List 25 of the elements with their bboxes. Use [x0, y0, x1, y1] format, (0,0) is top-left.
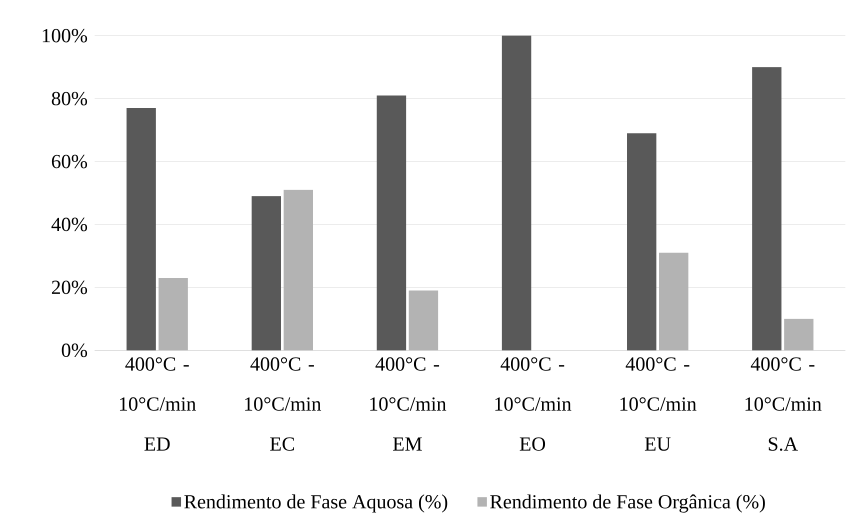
bar: [659, 252, 688, 350]
y-tick-label: 60%: [52, 154, 88, 168]
y-tick-label: 80%: [52, 92, 88, 106]
category-label: 400°C - 10°C/min EO: [495, 357, 572, 451]
bar: [502, 36, 532, 350]
legend-label: Rendimento de Fase Aquosa (%): [184, 494, 448, 513]
category-label: 400°C - 10°C/min EM: [370, 357, 446, 451]
y-tick-label: 40%: [51, 218, 88, 232]
bar: [158, 278, 188, 350]
bar: [284, 190, 314, 350]
y-tick-label: 0%: [62, 344, 88, 358]
y-tick-label: 20%: [52, 280, 88, 294]
category-label: 400°C - 10°C/min ED: [120, 357, 196, 451]
y-tick-label: 100%: [42, 28, 88, 42]
category-label: 400°C - 10°C/min EU: [620, 357, 696, 451]
bar: [376, 95, 406, 350]
category-label: 400°C - 10°C/min EC: [245, 357, 322, 451]
bar: [627, 133, 656, 350]
bar: [252, 196, 282, 350]
legend-label: Rendimento de Fase Orgânica (%): [490, 494, 765, 513]
bar: [126, 108, 156, 350]
bar: [408, 290, 438, 350]
category-label: 400°C - 10°C/min S.A: [746, 357, 822, 451]
bar: [752, 67, 782, 350]
bar: [784, 318, 814, 350]
